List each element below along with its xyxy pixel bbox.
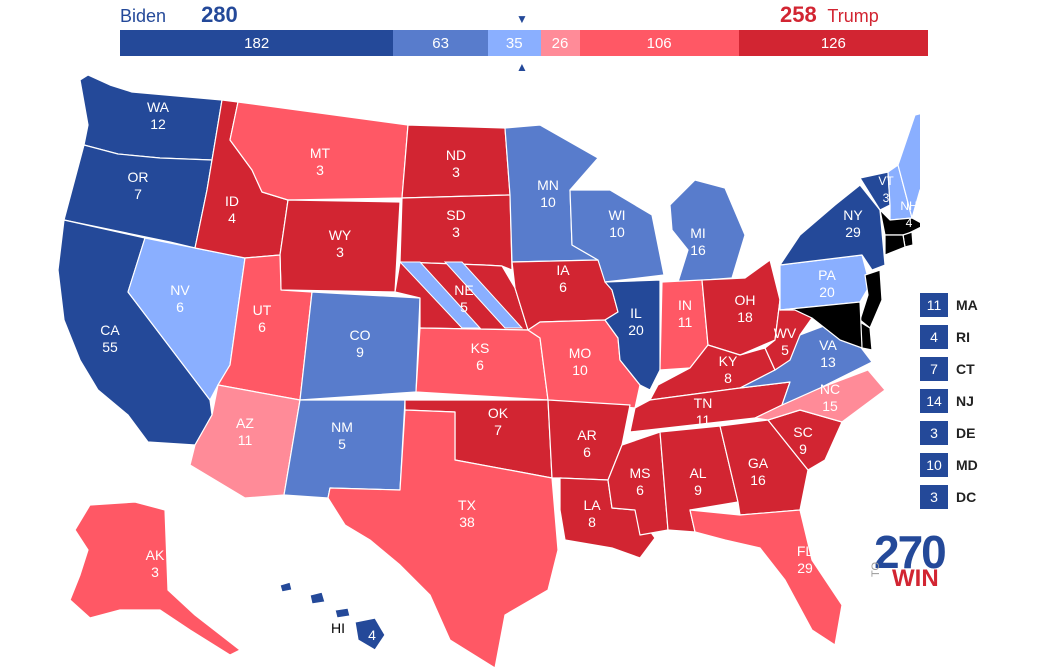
small-state-ri[interactable]: 4 RI [920,324,978,350]
small-state-de[interactable]: 3 DE [920,420,978,446]
small-states-list: 11 MA 4 RI 7 CT 14 NJ 3 DE 10 MD 3 DC [920,292,978,516]
bar-segment-label: 35 [505,34,523,52]
state-SD[interactable] [399,194,513,271]
state-WY[interactable] [279,199,401,293]
small-state-abbr: CT [956,361,975,377]
small-state-abbr: MA [956,297,978,313]
electoral-vote-bar: 182 63 35 26 106 126 [120,30,928,56]
small-state-ev-box[interactable]: 4 [920,325,948,349]
logo-to: TO [870,561,882,577]
270towin-logo[interactable]: 270 TO WIN [870,525,950,595]
state-ND[interactable] [401,124,511,199]
state-label-abbr: HI [331,620,345,636]
dem-candidate-name: Biden [120,6,167,26]
small-state-dc[interactable]: 3 DC [920,484,978,510]
state-MD[interactable] [779,301,863,349]
state-WA[interactable] [79,74,223,161]
small-state-abbr: NJ [956,393,974,409]
bar-segment-safe-dem: 182 [120,30,394,56]
rep-electoral-total: 258 [780,2,817,27]
small-state-ev-box[interactable]: 10 [920,453,948,477]
state-NY[interactable] [779,184,886,271]
small-state-ct[interactable]: 7 CT [920,356,978,382]
state-KS[interactable] [415,327,549,401]
small-state-ev-box[interactable]: 7 [920,357,948,381]
small-state-abbr: MD [956,457,978,473]
bar-segment-label: 182 [244,34,270,52]
bar-segment-label: 63 [432,34,449,52]
270-marker-down-icon: ▼ [516,12,528,26]
small-state-ev-box[interactable]: 3 [920,485,948,509]
small-state-md[interactable]: 10 MD [920,452,978,478]
state-MI[interactable] [669,179,746,283]
state-WI[interactable] [569,189,665,283]
bar-segment-lean-dem: 35 [487,30,541,56]
270-marker-up-icon: ▲ [516,60,528,74]
state-TX[interactable] [327,409,559,669]
rep-candidate: 258 Trump [780,2,879,28]
small-state-nj[interactable]: 14 NJ [920,388,978,414]
dem-candidate: Biden 280 [120,2,238,28]
logo-number: 270 [874,526,947,578]
small-state-abbr: DE [956,425,976,441]
bar-segment-label: 126 [820,34,846,52]
rep-candidate-name: Trump [827,6,879,26]
state-CT[interactable] [884,234,906,256]
bar-segment-likely-dem: 63 [393,30,488,56]
state-HI[interactable] [279,581,386,651]
state-AK[interactable] [69,501,241,656]
bar-segment-label: 26 [551,34,569,52]
small-state-abbr: DC [956,489,977,505]
dem-electoral-total: 280 [201,2,238,27]
logo-win: WIN [892,565,939,592]
small-state-ev-box[interactable]: 11 [920,293,948,317]
ne-district-stripe [398,261,482,329]
us-electoral-map: WA12OR7CA55NV6ID4MT3WY3UT6AZ11CO9NM5ND3S… [57,74,920,669]
state-CO[interactable] [299,291,421,401]
ne-district-stripe [443,261,524,329]
small-state-abbr: RI [956,329,970,345]
small-state-ma[interactable]: 11 MA [920,292,978,318]
bar-segment-safe-rep: 126 [738,30,928,56]
bar-segment-likely-rep: 106 [579,30,739,56]
small-state-ev-box[interactable]: 14 [920,389,948,413]
state-IL[interactable] [604,279,661,391]
state-NM[interactable] [283,399,406,499]
bar-segment-label: 106 [646,34,672,52]
state-FL[interactable] [689,509,843,646]
small-state-ev-box[interactable]: 3 [920,421,948,445]
bar-segment-lean-rep: 26 [540,30,580,56]
